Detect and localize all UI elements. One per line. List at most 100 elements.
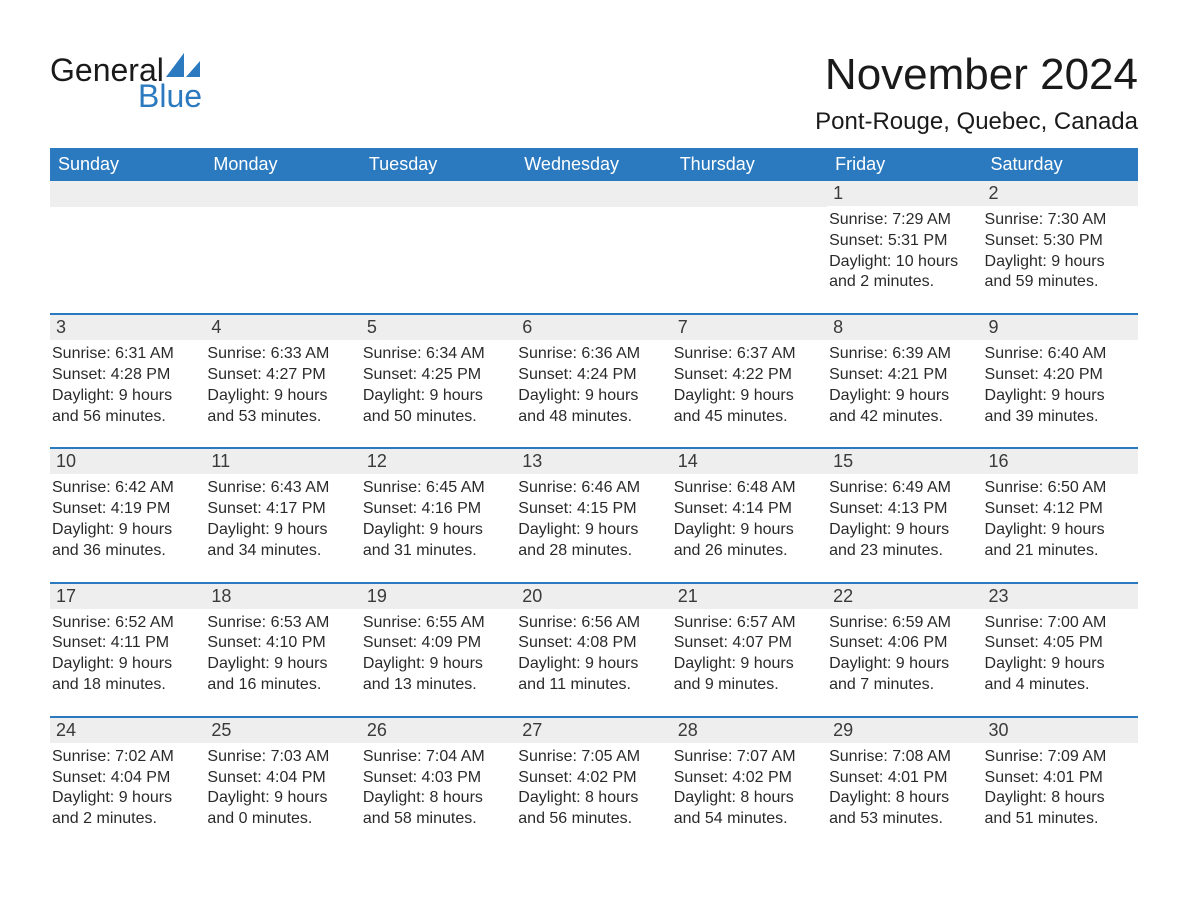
daylight-line: Daylight: 9 hours and 36 minutes. [52,520,201,562]
daylight-line: Daylight: 8 hours and 54 minutes. [674,788,823,830]
sunrise-line: Sunrise: 7:05 AM [518,747,667,768]
day-number: 14 [672,449,827,474]
sunset-line: Sunset: 4:15 PM [518,499,667,520]
daylight-line: Daylight: 9 hours and 39 minutes. [985,386,1134,428]
sunset-line: Sunset: 4:09 PM [363,633,512,654]
day-cell: 26Sunrise: 7:04 AMSunset: 4:03 PMDayligh… [361,718,516,834]
day-number: 4 [205,315,360,340]
daylight-line: Daylight: 9 hours and 59 minutes. [985,252,1134,294]
empty-day-header [361,181,516,207]
sunrise-line: Sunrise: 6:59 AM [829,613,978,634]
day-number: 22 [827,584,982,609]
sunrise-line: Sunrise: 6:56 AM [518,613,667,634]
calendar-body: 1Sunrise: 7:29 AMSunset: 5:31 PMDaylight… [50,181,1138,834]
day-number: 26 [361,718,516,743]
dow-cell: Friday [827,148,982,181]
empty-day-header [672,181,827,207]
day-number: 24 [50,718,205,743]
day-cell: 10Sunrise: 6:42 AMSunset: 4:19 PMDayligh… [50,449,205,565]
day-details: Sunrise: 6:50 AMSunset: 4:12 PMDaylight:… [983,474,1138,565]
sunset-line: Sunset: 4:27 PM [207,365,356,386]
daylight-line: Daylight: 9 hours and 45 minutes. [674,386,823,428]
sunrise-line: Sunrise: 6:31 AM [52,344,201,365]
day-cell: 22Sunrise: 6:59 AMSunset: 4:06 PMDayligh… [827,584,982,700]
sunset-line: Sunset: 4:22 PM [674,365,823,386]
daylight-line: Daylight: 8 hours and 53 minutes. [829,788,978,830]
daylight-line: Daylight: 8 hours and 51 minutes. [985,788,1134,830]
day-cell: 11Sunrise: 6:43 AMSunset: 4:17 PMDayligh… [205,449,360,565]
day-number: 8 [827,315,982,340]
sunrise-line: Sunrise: 7:07 AM [674,747,823,768]
sunset-line: Sunset: 5:31 PM [829,231,978,252]
day-details: Sunrise: 6:36 AMSunset: 4:24 PMDaylight:… [516,340,671,431]
day-of-week-header: SundayMondayTuesdayWednesdayThursdayFrid… [50,148,1138,181]
sunset-line: Sunset: 4:20 PM [985,365,1134,386]
sunrise-line: Sunrise: 6:34 AM [363,344,512,365]
sunrise-line: Sunrise: 6:42 AM [52,478,201,499]
logo-word-blue: Blue [138,80,202,112]
sunset-line: Sunset: 4:04 PM [52,768,201,789]
day-details: Sunrise: 6:49 AMSunset: 4:13 PMDaylight:… [827,474,982,565]
day-details: Sunrise: 7:05 AMSunset: 4:02 PMDaylight:… [516,743,671,834]
sunset-line: Sunset: 4:16 PM [363,499,512,520]
sunset-line: Sunset: 4:02 PM [518,768,667,789]
day-cell [50,181,205,297]
day-cell [361,181,516,297]
sunset-line: Sunset: 4:01 PM [829,768,978,789]
day-cell: 14Sunrise: 6:48 AMSunset: 4:14 PMDayligh… [672,449,827,565]
empty-day-header [205,181,360,207]
day-number: 7 [672,315,827,340]
sunrise-line: Sunrise: 6:43 AM [207,478,356,499]
daylight-line: Daylight: 9 hours and 23 minutes. [829,520,978,562]
sunrise-line: Sunrise: 6:48 AM [674,478,823,499]
day-details: Sunrise: 6:56 AMSunset: 4:08 PMDaylight:… [516,609,671,700]
sunset-line: Sunset: 4:06 PM [829,633,978,654]
day-details: Sunrise: 6:57 AMSunset: 4:07 PMDaylight:… [672,609,827,700]
day-cell: 20Sunrise: 6:56 AMSunset: 4:08 PMDayligh… [516,584,671,700]
day-number: 5 [361,315,516,340]
calendar: SundayMondayTuesdayWednesdayThursdayFrid… [50,148,1138,834]
daylight-line: Daylight: 9 hours and 28 minutes. [518,520,667,562]
day-details: Sunrise: 7:09 AMSunset: 4:01 PMDaylight:… [983,743,1138,834]
sunrise-line: Sunrise: 6:50 AM [985,478,1134,499]
day-number: 30 [983,718,1138,743]
day-cell [205,181,360,297]
day-cell: 28Sunrise: 7:07 AMSunset: 4:02 PMDayligh… [672,718,827,834]
sunset-line: Sunset: 4:24 PM [518,365,667,386]
day-cell: 2Sunrise: 7:30 AMSunset: 5:30 PMDaylight… [983,181,1138,297]
sunrise-line: Sunrise: 6:55 AM [363,613,512,634]
day-details: Sunrise: 6:31 AMSunset: 4:28 PMDaylight:… [50,340,205,431]
sunrise-line: Sunrise: 6:39 AM [829,344,978,365]
daylight-line: Daylight: 9 hours and 56 minutes. [52,386,201,428]
sunset-line: Sunset: 4:05 PM [985,633,1134,654]
day-details: Sunrise: 6:52 AMSunset: 4:11 PMDaylight:… [50,609,205,700]
sunset-line: Sunset: 4:01 PM [985,768,1134,789]
day-number: 9 [983,315,1138,340]
day-cell: 24Sunrise: 7:02 AMSunset: 4:04 PMDayligh… [50,718,205,834]
day-cell: 25Sunrise: 7:03 AMSunset: 4:04 PMDayligh… [205,718,360,834]
sunrise-line: Sunrise: 6:37 AM [674,344,823,365]
day-number: 29 [827,718,982,743]
daylight-line: Daylight: 9 hours and 9 minutes. [674,654,823,696]
daylight-line: Daylight: 9 hours and 34 minutes. [207,520,356,562]
day-details: Sunrise: 6:48 AMSunset: 4:14 PMDaylight:… [672,474,827,565]
day-cell: 16Sunrise: 6:50 AMSunset: 4:12 PMDayligh… [983,449,1138,565]
daylight-line: Daylight: 10 hours and 2 minutes. [829,252,978,294]
day-details: Sunrise: 6:42 AMSunset: 4:19 PMDaylight:… [50,474,205,565]
sunrise-line: Sunrise: 6:53 AM [207,613,356,634]
sunset-line: Sunset: 4:19 PM [52,499,201,520]
day-details: Sunrise: 7:02 AMSunset: 4:04 PMDaylight:… [50,743,205,834]
day-details: Sunrise: 7:07 AMSunset: 4:02 PMDaylight:… [672,743,827,834]
sunrise-line: Sunrise: 7:09 AM [985,747,1134,768]
sunset-line: Sunset: 4:03 PM [363,768,512,789]
day-details: Sunrise: 6:34 AMSunset: 4:25 PMDaylight:… [361,340,516,431]
sunset-line: Sunset: 4:17 PM [207,499,356,520]
day-details: Sunrise: 6:37 AMSunset: 4:22 PMDaylight:… [672,340,827,431]
day-details: Sunrise: 6:53 AMSunset: 4:10 PMDaylight:… [205,609,360,700]
sunset-line: Sunset: 4:25 PM [363,365,512,386]
header: General Blue November 2024 Pont-Rouge, Q… [50,50,1138,136]
sunset-line: Sunset: 4:08 PM [518,633,667,654]
logo: General Blue [50,50,202,112]
sunset-line: Sunset: 4:28 PM [52,365,201,386]
empty-day-header [50,181,205,207]
